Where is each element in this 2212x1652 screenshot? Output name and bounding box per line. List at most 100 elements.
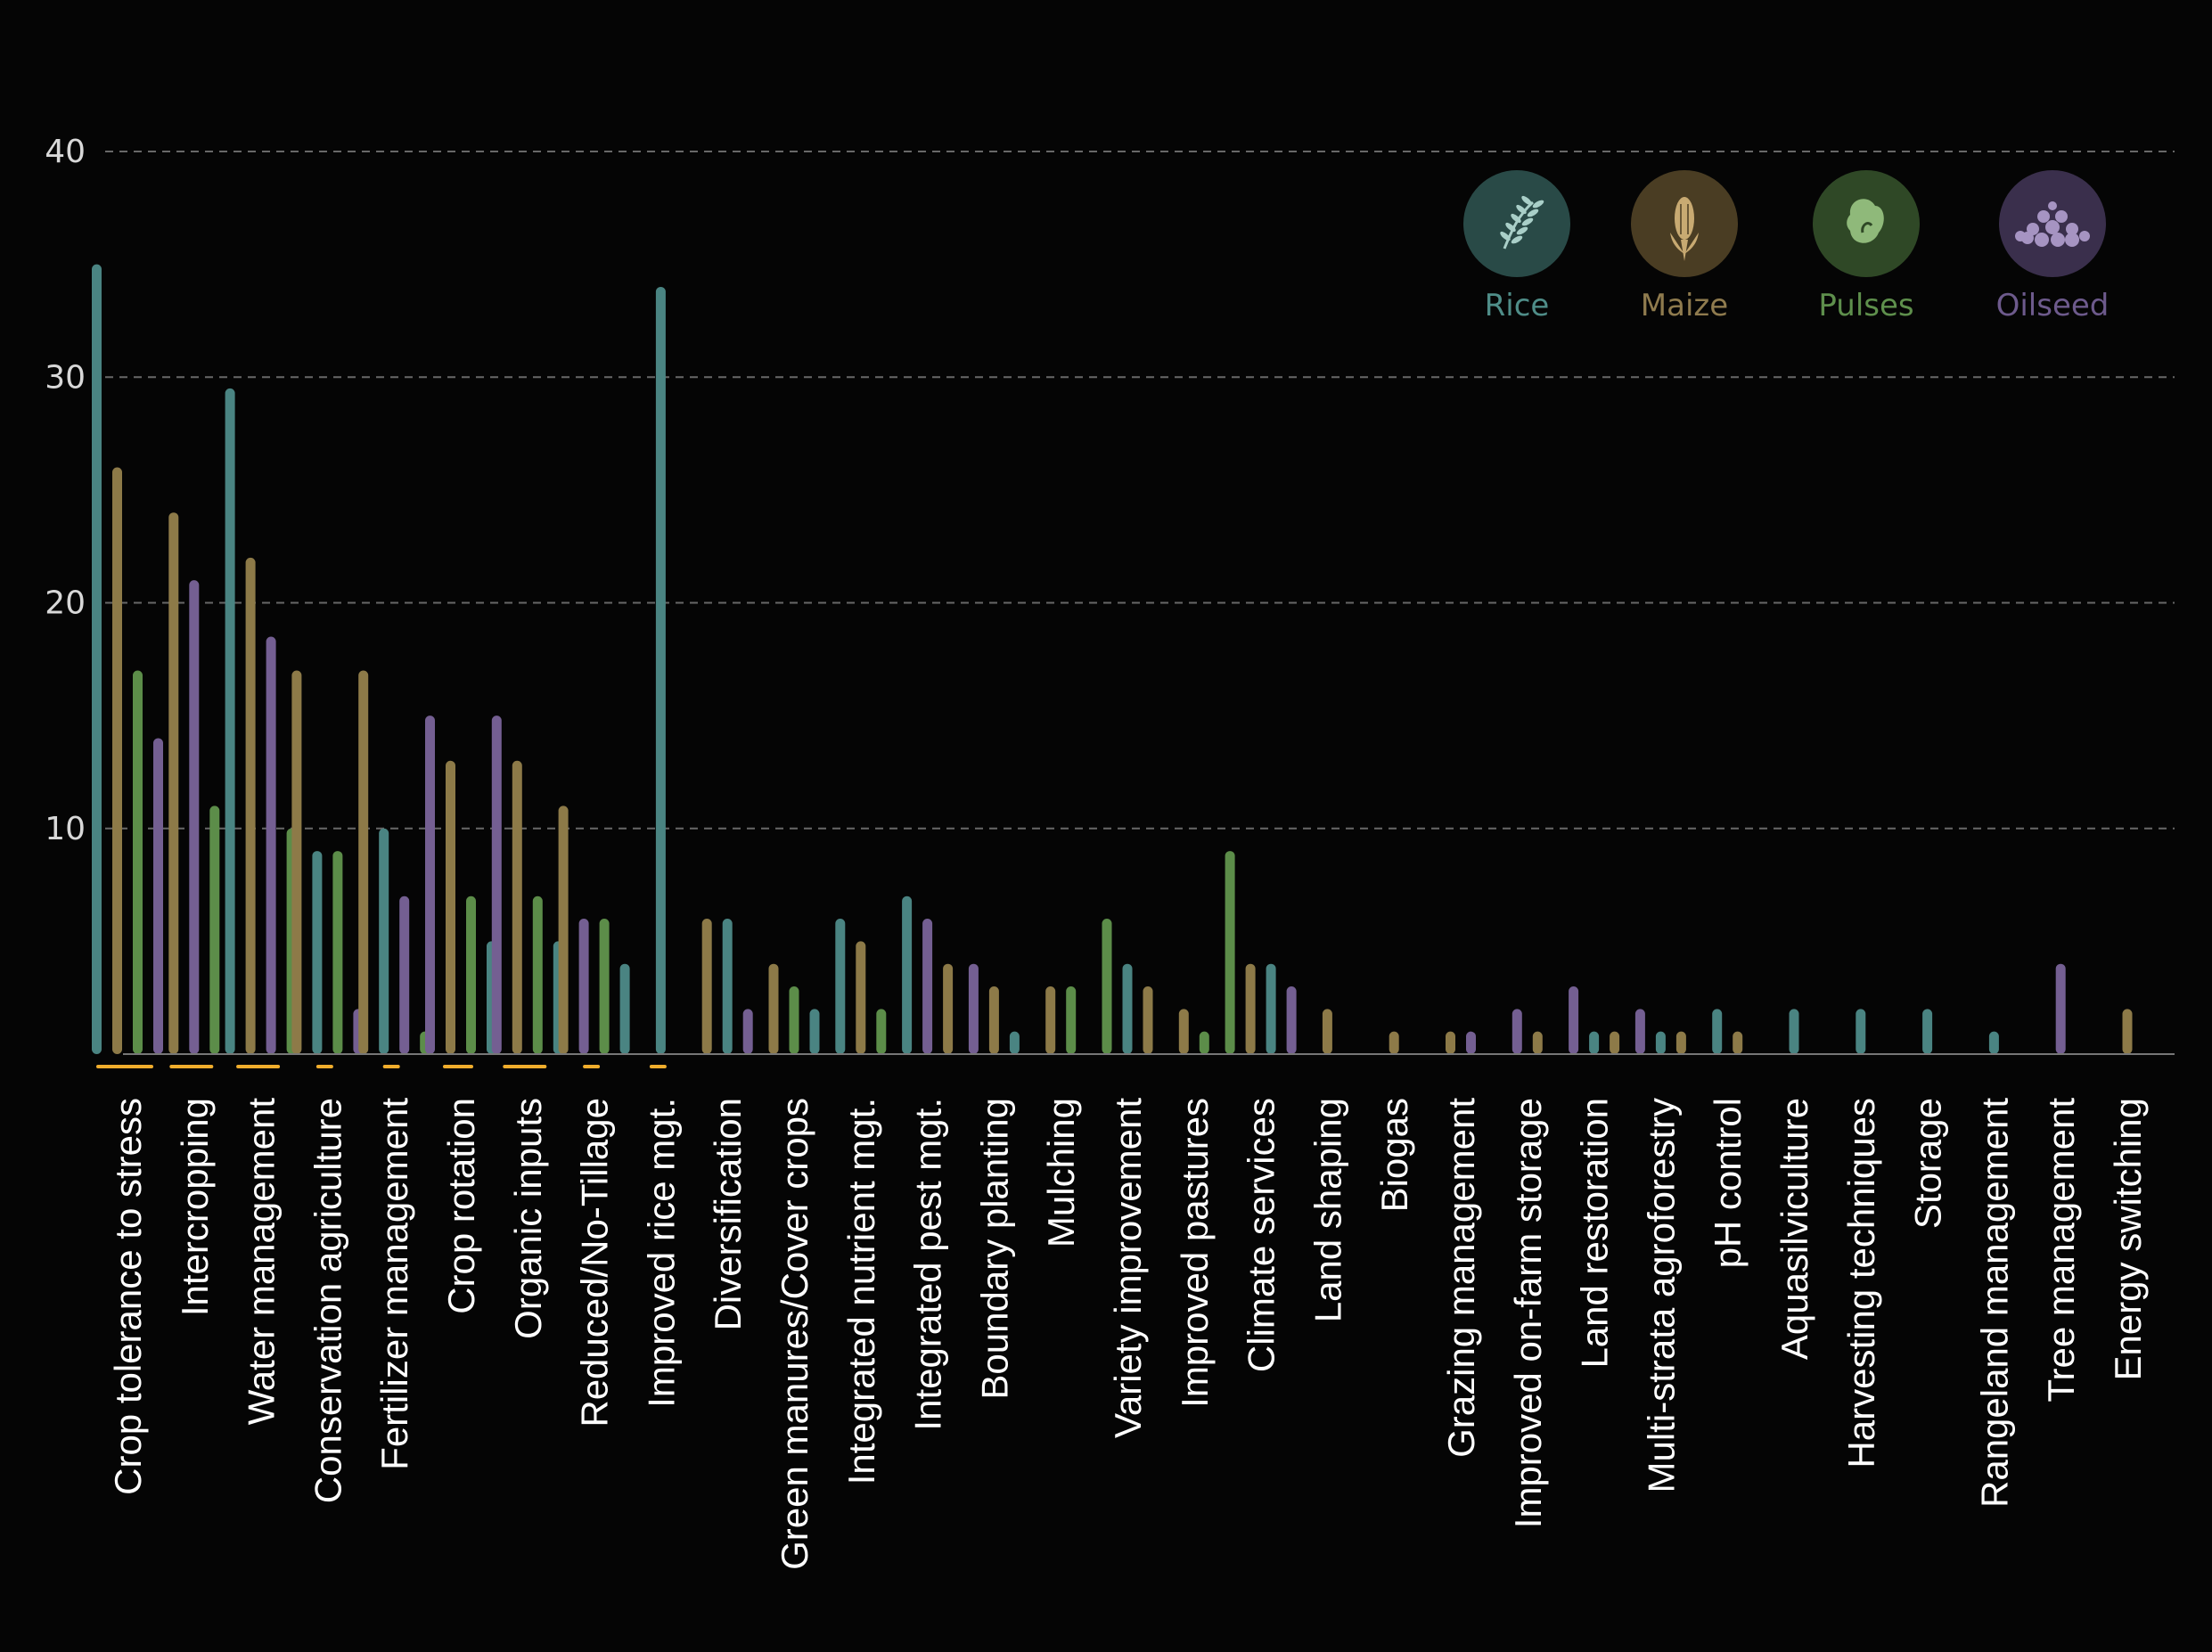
bar-oilseed <box>491 716 502 1054</box>
y-tick-label: 30 <box>45 359 86 396</box>
bar-oilseed <box>153 738 163 1054</box>
bar-maize <box>446 760 455 1054</box>
x-tick-label: Improved rice mgt. <box>640 1098 682 1408</box>
bar-pulses <box>209 806 220 1054</box>
bars <box>92 264 2133 1055</box>
bar-oilseed <box>742 1009 753 1054</box>
x-tick-label: Green manures/Cover crops <box>774 1098 815 1570</box>
bar-oilseed <box>922 919 933 1054</box>
bar-pulses <box>1199 1031 1209 1054</box>
x-tick-label: Improved on-farm storage <box>1507 1098 1549 1528</box>
rice-icon <box>1500 195 1544 249</box>
bar-rice <box>1789 1009 1799 1054</box>
bar-maize <box>856 941 866 1054</box>
x-tick-label: Biogas <box>1373 1098 1415 1212</box>
bar-oilseed <box>2055 963 2066 1054</box>
bar-oilseed <box>1286 986 1297 1054</box>
bar-pulses <box>789 986 799 1054</box>
bar-maize <box>1322 1009 1332 1054</box>
bar-pulses <box>466 896 476 1054</box>
x-tick-label: Conservation agriculture <box>307 1098 348 1503</box>
bar-oilseed <box>578 919 589 1054</box>
x-tick-label: Climate services <box>1241 1098 1282 1372</box>
bar-maize <box>1245 963 1256 1054</box>
x-tick-label: Diversification <box>707 1098 749 1330</box>
x-tick-label: Reduced/No-Tillage <box>574 1098 616 1427</box>
bar-oilseed <box>266 636 276 1054</box>
bar-maize <box>988 986 999 1054</box>
bar-rice <box>379 828 389 1054</box>
bar-pulses <box>1102 919 1112 1054</box>
x-tick-label: Land restoration <box>1574 1098 1616 1369</box>
bar-pulses <box>876 1009 887 1054</box>
x-tick-label: Land shaping <box>1307 1098 1348 1322</box>
x-tick-label: Rangeland management <box>1973 1098 2015 1508</box>
y-tick-label: 20 <box>45 585 86 622</box>
bar-maize <box>558 806 569 1054</box>
legend-item-oilseed: Oilseed <box>1996 170 2109 323</box>
bar-pulses <box>599 919 610 1054</box>
bar-rice <box>619 963 630 1054</box>
bar-pulses <box>332 851 343 1054</box>
legend-label: Maize <box>1641 288 1728 323</box>
x-tick-label: Storage <box>1907 1098 1949 1229</box>
bar-maize <box>1610 1031 1620 1054</box>
bar-oilseed <box>1569 986 1579 1054</box>
bar-pulses <box>532 896 543 1054</box>
pulses-icon <box>1847 199 1884 243</box>
bar-maize <box>1733 1031 1743 1054</box>
x-axis-labels: Crop tolerance to stress Intercropping Wat… <box>107 1098 2149 1570</box>
legend-item-pulses: Pulses <box>1813 170 1920 323</box>
legend-item-maize: Maize <box>1631 170 1738 323</box>
bar-rice <box>1266 963 1276 1054</box>
bar-oilseed <box>1512 1009 1522 1054</box>
legend-label: Pulses <box>1818 288 1913 323</box>
bar-rice <box>92 264 102 1054</box>
x-tick-label: Intercropping <box>174 1098 216 1316</box>
x-tick-label: Integrated nutrient mgt. <box>840 1098 882 1484</box>
legend: Rice Maize Pulses Oilseed <box>1463 170 2109 323</box>
x-tick-label: Boundary planting <box>973 1098 1015 1400</box>
x-tick-label: Fertilizer management <box>373 1098 415 1470</box>
bar-rice <box>835 919 846 1054</box>
bar-oilseed <box>1634 1009 1645 1054</box>
bar-maize <box>1389 1031 1399 1054</box>
bar-pulses <box>133 670 143 1054</box>
bar-rice <box>312 851 323 1054</box>
bar-maize <box>701 919 712 1054</box>
x-tick-label: Tree management <box>2040 1098 2082 1403</box>
bar-rice <box>902 896 913 1054</box>
bar-oilseed <box>189 580 200 1054</box>
bar-rice <box>722 919 733 1054</box>
bar-maize <box>943 963 954 1054</box>
bar-rice <box>1988 1031 1999 1054</box>
x-tick-label: Water management <box>241 1098 283 1426</box>
y-tick-label: 10 <box>45 811 86 847</box>
x-tick-label: Improved pastures <box>1174 1098 1216 1408</box>
y-axis-ticks: 10 20 30 40 <box>45 134 86 847</box>
y-tick-label: 40 <box>45 134 86 170</box>
bar-maize <box>1045 986 1056 1054</box>
bar-maize <box>1178 1009 1189 1054</box>
x-tick-label: Energy switching <box>2107 1098 2149 1380</box>
x-tick-label: Multi-strata agroforestry <box>1640 1098 1682 1493</box>
bar-oilseed <box>968 963 979 1054</box>
oilseed-icon <box>2015 201 2090 247</box>
bar-rice <box>1122 963 1133 1054</box>
x-tick-label: Grazing management <box>1440 1098 1482 1458</box>
bar-maize <box>168 512 179 1054</box>
x-tick-label: Crop tolerance to stress <box>107 1098 149 1495</box>
maize-icon <box>1670 197 1699 261</box>
bar-maize <box>512 760 522 1054</box>
bar-maize <box>2122 1009 2133 1054</box>
x-tick-label: Aquasilviculture <box>1774 1098 1815 1360</box>
bar-rice <box>655 286 666 1054</box>
bar-maize <box>768 963 779 1054</box>
bar-rice <box>1589 1031 1600 1054</box>
bar-rice <box>1009 1031 1020 1054</box>
x-tick-label: Crop rotation <box>440 1098 482 1314</box>
legend-item-rice: Rice <box>1463 170 1570 323</box>
bar-rice <box>1856 1009 1866 1054</box>
x-tick-label: Integrated pest mgt. <box>907 1098 949 1431</box>
legend-label: Rice <box>1485 288 1550 323</box>
